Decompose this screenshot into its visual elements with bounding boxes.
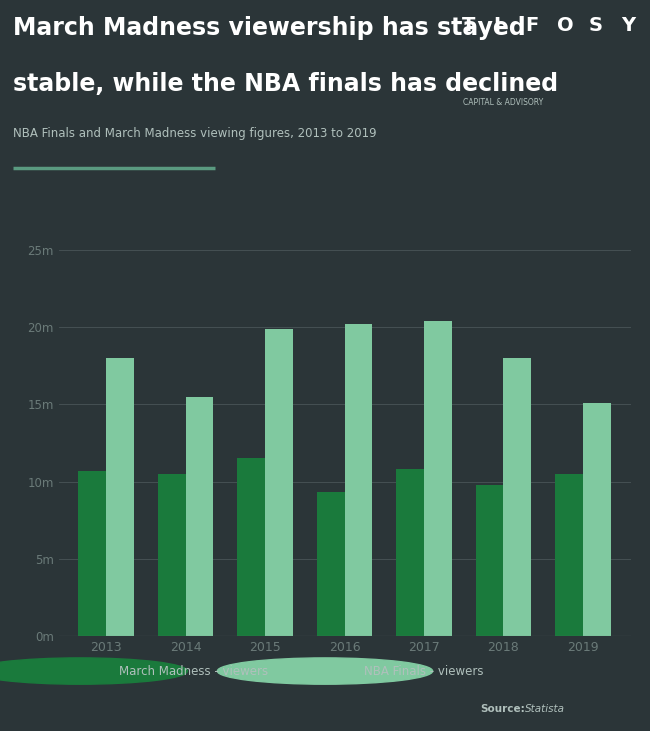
Bar bbox=[424, 321, 452, 636]
Text: I: I bbox=[493, 16, 501, 35]
Text: Statista: Statista bbox=[525, 704, 566, 714]
Bar bbox=[555, 474, 583, 636]
Text: F: F bbox=[525, 16, 538, 35]
Text: S: S bbox=[589, 16, 603, 35]
Bar bbox=[237, 458, 265, 636]
Text: T: T bbox=[462, 16, 475, 35]
Circle shape bbox=[0, 658, 187, 684]
Bar bbox=[344, 325, 372, 636]
Text: stable, while the NBA finals has declined: stable, while the NBA finals has decline… bbox=[13, 72, 558, 96]
Text: March Madness - viewers: March Madness - viewers bbox=[119, 664, 268, 678]
Bar bbox=[158, 474, 186, 636]
Text: NBA Finals and March Madness viewing figures, 2013 to 2019: NBA Finals and March Madness viewing fig… bbox=[13, 127, 376, 140]
Bar bbox=[265, 329, 293, 636]
Bar bbox=[186, 397, 213, 636]
Text: March Madness viewership has stayed: March Madness viewership has stayed bbox=[13, 16, 526, 40]
Text: Y: Y bbox=[621, 16, 635, 35]
Text: CAPITAL & ADVISORY: CAPITAL & ADVISORY bbox=[463, 98, 543, 107]
Bar bbox=[476, 485, 503, 636]
Bar bbox=[79, 471, 106, 636]
Text: NBA Finals - viewers: NBA Finals - viewers bbox=[364, 664, 484, 678]
Bar bbox=[396, 469, 424, 636]
Circle shape bbox=[217, 658, 433, 684]
Bar bbox=[503, 358, 531, 636]
Bar bbox=[583, 403, 610, 636]
Text: Source:: Source: bbox=[480, 704, 525, 714]
Text: O: O bbox=[557, 16, 574, 35]
Bar bbox=[106, 358, 134, 636]
Bar bbox=[317, 493, 345, 636]
